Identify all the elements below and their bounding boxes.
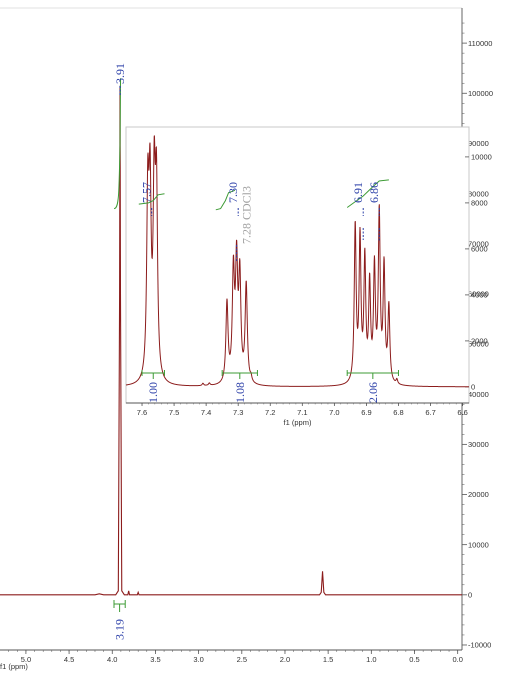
inset-integral-value: 1.08 [233,382,247,403]
main-y-tick-label: 80000 [468,189,489,198]
inset-integral-value: 1.00 [146,382,160,403]
inset-x-tick-label: 7.3 [233,408,243,417]
main-y-tick-label: 20000 [468,490,489,499]
inset-x-tick-label: 7.2 [265,408,275,417]
main-x-tick-label: 4.5 [64,655,74,664]
main-integral-curve [113,78,122,210]
inset-peak-label: 6.91 [351,182,365,203]
inset-y-tick-label: 8000 [471,199,488,208]
main-y-tick-label: 90000 [468,139,489,148]
main-x-tick-label: 3.0 [193,655,203,664]
main-y-tick-label: 10000 [468,540,489,549]
inset-integral-curve [346,179,389,208]
inset-y-tick-label: 2000 [471,337,488,346]
main-integral-value: 3.19 [113,619,127,640]
inset-solvent-label: 7.28 CDCl3 [240,186,254,244]
main-x-tick-label: 0.5 [409,655,419,664]
main-y-tick-label: -10000 [468,641,491,650]
main-peak-label: 3.91 [113,63,127,84]
inset-frame [125,126,470,404]
inset-spectrum-line [125,135,469,388]
inset-x-tick-label: 6.9 [361,408,371,417]
inset-y-tick-label: 4000 [471,291,488,300]
main-y-tick-label: 110000 [468,39,492,48]
inset-peak-label: 7.57 [140,182,154,203]
inset-x-tick-label: 6.8 [393,408,403,417]
main-y-tick-label: 30000 [468,440,489,449]
inset-peak-label: 7.30 [226,182,240,203]
inset-x-tick-label: 7.6 [137,408,147,417]
inset-x-tick-label: 7.5 [169,408,179,417]
inset-y-tick-label: 0 [471,383,475,392]
main-x-tick-label: 2.0 [280,655,290,664]
inset-y-tick-label: 10000 [471,153,492,162]
main-x-axis-label: f1 (ppm) [0,662,28,671]
inset-integral-curve [138,193,165,205]
main-y-tick-label: 70000 [468,239,489,248]
inset-x-tick-label: 6.7 [425,408,435,417]
main-x-tick-label: 2.5 [237,655,247,664]
inset-peak-label: 6.86 [367,182,381,203]
main-spectrum-plot: 1100001000009000080000700006000050000400… [0,7,493,671]
main-y-tick-label: 50000 [468,340,489,349]
inset-spectrum-plot: 10000 8000 6000 4000 2000 0 7.6 7.5 7.4 7.3 7.2 7.1… [125,126,492,427]
inset-x-axis-label: f1 (ppm) [284,418,312,427]
inset-integral-value: 2.06 [366,382,380,403]
main-spectrum-line [0,85,462,596]
inset-x-tick-label: 7.1 [297,408,307,417]
main-x-tick-label: 1.5 [323,655,333,664]
main-x-tick-label: 1.0 [366,655,376,664]
main-x-tick-label: 0.0 [452,655,462,664]
inset-x-tick-label: 6.6 [457,408,467,417]
main-x-tick-label: 3.5 [150,655,160,664]
main-y-tick-label: 100000 [468,89,493,98]
main-x-tick-label: 5.0 [21,655,31,664]
main-y-tick-label: 60000 [468,290,489,299]
inset-x-tick-label: 7.0 [329,408,339,417]
inset-x-tick-label: 7.4 [201,408,211,417]
main-y-tick-label: 40000 [468,390,489,399]
inset-y-tick-label: 6000 [471,245,488,254]
main-x-tick-label: 4.0 [107,655,117,664]
inset-integral-curve [215,189,236,211]
main-y-tick-label: 0 [468,591,472,600]
